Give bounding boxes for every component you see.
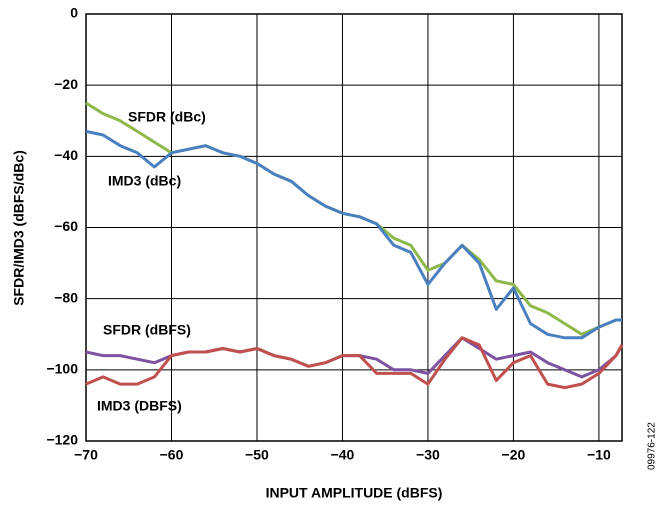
y-tick-label: −40 <box>54 147 78 163</box>
series-line <box>85 101 622 336</box>
series-label: SFDR (dBFS) <box>103 322 191 338</box>
y-axis-label: SFDR/IMD3 (dBFS/dBc) <box>11 150 27 306</box>
x-tick-label: −10 <box>587 447 611 463</box>
x-tick-label: −70 <box>74 447 98 463</box>
y-tick-label: −20 <box>54 76 78 92</box>
y-tick-label: −100 <box>46 361 78 377</box>
series-label: SFDR (dBc) <box>128 109 206 125</box>
y-tick-label: −120 <box>46 432 78 448</box>
x-tick-label: −50 <box>245 447 269 463</box>
series-label: IMD3 (DBFS) <box>97 398 182 414</box>
series-label: IMD3 (dBc) <box>108 173 181 189</box>
y-tick-label: −80 <box>54 289 78 305</box>
x-tick-label: −30 <box>416 447 440 463</box>
series-line <box>85 129 622 340</box>
y-tick-label: −60 <box>54 218 78 234</box>
plot-frame <box>85 13 623 442</box>
figure-id: 09976-122 <box>647 422 658 470</box>
x-tick-label: −40 <box>331 447 355 463</box>
x-tick-label: −20 <box>502 447 526 463</box>
series-line <box>85 336 624 379</box>
x-tick-label: −60 <box>160 447 184 463</box>
x-axis-label: INPUT AMPLITUDE (dBFS) <box>266 485 443 501</box>
series-line <box>85 336 624 390</box>
y-tick-label: 0 <box>70 5 78 21</box>
